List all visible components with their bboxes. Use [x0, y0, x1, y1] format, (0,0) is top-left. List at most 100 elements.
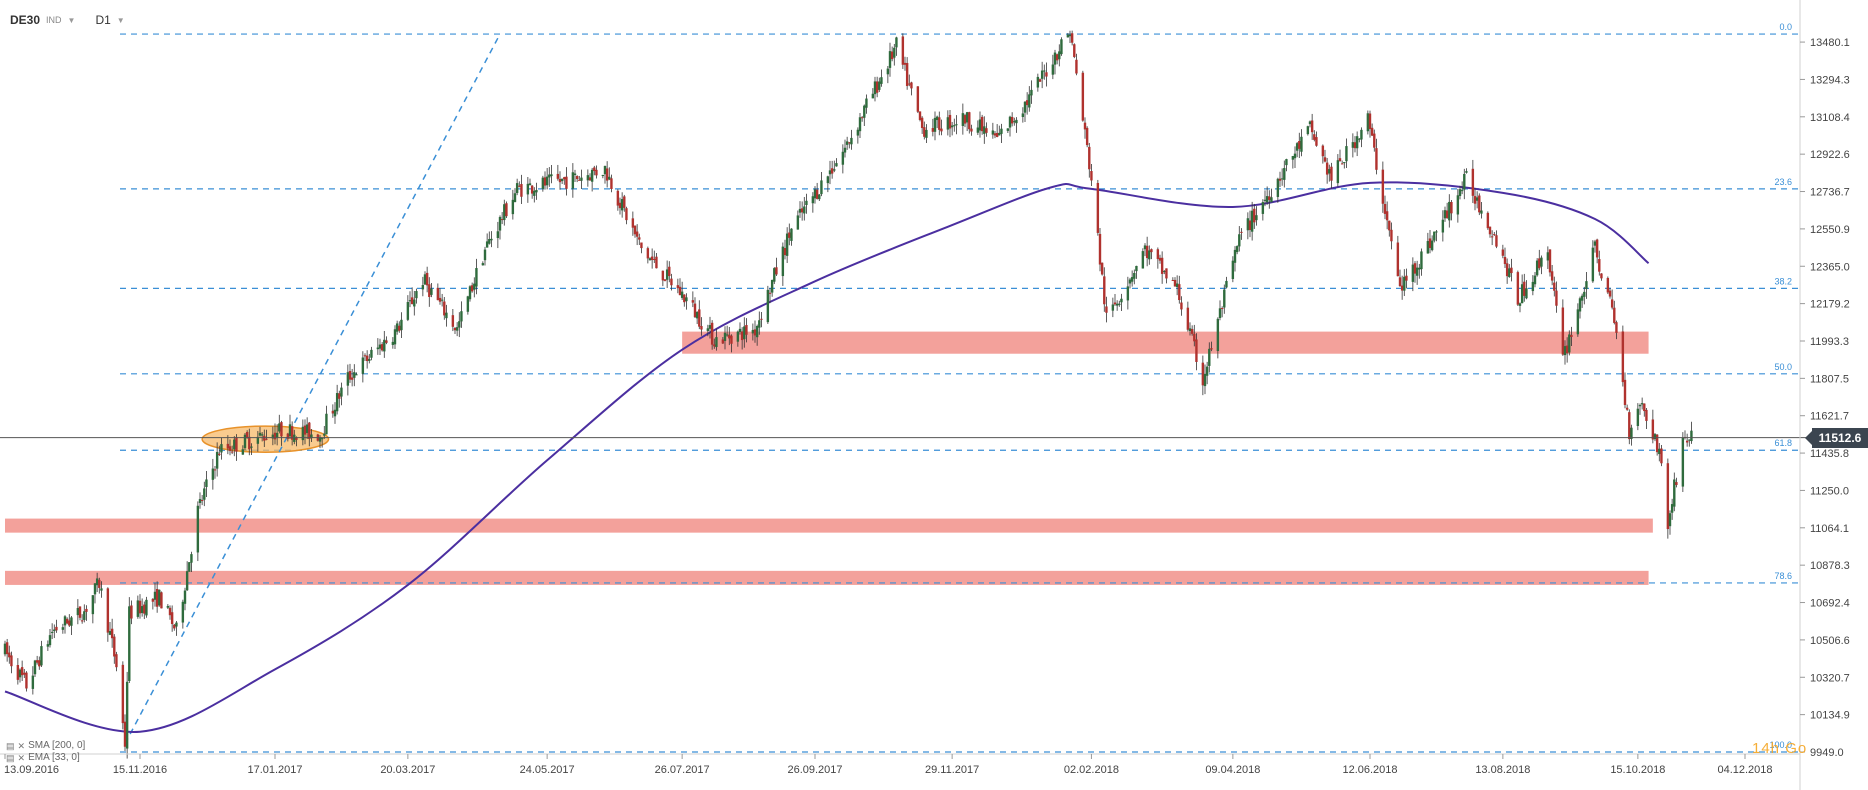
candle-524[interactable]	[1576, 303, 1580, 337]
candle-353[interactable]	[1060, 37, 1063, 56]
candle-258[interactable]	[775, 257, 778, 277]
candle-552[interactable]	[1658, 443, 1661, 462]
candle-150[interactable]	[453, 327, 457, 334]
close-icon[interactable]: ✕	[17, 753, 26, 763]
candle-224[interactable]	[676, 278, 680, 294]
candle-349[interactable]	[1051, 54, 1055, 80]
candle-323[interactable]	[970, 124, 973, 136]
indicator-ema[interactable]: ▤ ✕ EMA [33, 0]	[6, 752, 85, 764]
candle-178[interactable]	[535, 182, 538, 200]
candle-59[interactable]	[181, 599, 185, 629]
candle-252[interactable]	[758, 311, 761, 335]
candle-43[interactable]	[130, 600, 133, 625]
candle-474[interactable]	[1426, 232, 1430, 254]
candle-78[interactable]	[235, 434, 238, 461]
candle-56[interactable]	[170, 605, 174, 632]
candle-199[interactable]	[601, 174, 605, 179]
candle-77[interactable]	[233, 436, 236, 457]
candle-344[interactable]	[1036, 73, 1040, 92]
candle-54[interactable]	[166, 604, 170, 610]
candle-92[interactable]	[278, 414, 281, 434]
candle-482[interactable]	[1448, 194, 1451, 228]
candle-309[interactable]	[931, 118, 935, 137]
candle-329[interactable]	[991, 122, 995, 139]
candle-151[interactable]	[455, 322, 459, 337]
candle-488[interactable]	[1465, 168, 1468, 174]
candle-424[interactable]	[1276, 177, 1280, 203]
candle-192[interactable]	[578, 175, 581, 181]
candle-73[interactable]	[220, 437, 223, 460]
candle-287[interactable]	[863, 104, 866, 127]
candle-408[interactable]	[1225, 276, 1228, 289]
candle-244[interactable]	[736, 330, 740, 347]
candle-271[interactable]	[815, 182, 819, 200]
candle-300[interactable]	[903, 56, 907, 71]
candle-99[interactable]	[301, 419, 305, 446]
candle-487[interactable]	[1463, 168, 1466, 200]
candle-240[interactable]	[723, 326, 727, 350]
candle-148[interactable]	[445, 304, 448, 327]
candle-74[interactable]	[226, 435, 230, 455]
candle-32[interactable]	[98, 577, 101, 594]
candle-509[interactable]	[1531, 275, 1535, 296]
candle-539[interactable]	[1621, 325, 1625, 387]
candle-516[interactable]	[1550, 265, 1554, 286]
candle-60[interactable]	[183, 587, 187, 611]
candle-310[interactable]	[933, 111, 937, 141]
candle-459[interactable]	[1381, 161, 1385, 213]
candle-171[interactable]	[515, 178, 519, 196]
candle-365[interactable]	[1098, 228, 1102, 272]
candle-67[interactable]	[203, 481, 206, 507]
candle-341[interactable]	[1025, 92, 1029, 115]
candle-268[interactable]	[805, 193, 808, 214]
candle-86[interactable]	[260, 432, 264, 442]
candle-2[interactable]	[8, 645, 11, 664]
candle-14[interactable]	[46, 640, 50, 651]
candle-355[interactable]	[1068, 30, 1072, 44]
candle-537[interactable]	[1613, 300, 1616, 325]
candle-152[interactable]	[458, 312, 461, 338]
candle-493[interactable]	[1480, 201, 1483, 219]
candle-176[interactable]	[530, 185, 534, 199]
candle-451[interactable]	[1355, 131, 1359, 157]
candle-270[interactable]	[813, 186, 817, 204]
candle-242[interactable]	[728, 326, 731, 346]
candle-286[interactable]	[860, 115, 864, 122]
candle-134[interactable]	[406, 295, 410, 322]
candle-400[interactable]	[1203, 364, 1207, 395]
candle-179[interactable]	[541, 175, 545, 192]
candle-414[interactable]	[1246, 212, 1250, 240]
candle-364[interactable]	[1096, 179, 1100, 236]
candle-514[interactable]	[1546, 246, 1550, 269]
candle-534[interactable]	[1606, 276, 1610, 295]
candle-140[interactable]	[423, 271, 427, 285]
candle-386[interactable]	[1160, 251, 1164, 284]
candle-546[interactable]	[1640, 397, 1644, 410]
candle-154[interactable]	[466, 295, 470, 315]
candle-142[interactable]	[428, 277, 431, 307]
candle-147[interactable]	[443, 297, 446, 320]
candle-167[interactable]	[503, 199, 506, 226]
candle-113[interactable]	[340, 382, 343, 406]
candle-480[interactable]	[1443, 206, 1447, 222]
candle-216[interactable]	[650, 248, 654, 269]
candle-486[interactable]	[1460, 181, 1464, 195]
candle-162[interactable]	[488, 231, 491, 245]
candle-434[interactable]	[1306, 125, 1310, 136]
candle-149[interactable]	[451, 308, 455, 332]
candle-489[interactable]	[1471, 159, 1475, 204]
candle-357[interactable]	[1073, 43, 1076, 59]
candle-501[interactable]	[1505, 258, 1509, 284]
candle-439[interactable]	[1321, 144, 1325, 164]
candle-437[interactable]	[1313, 130, 1316, 142]
candle-221[interactable]	[665, 260, 669, 288]
candle-135[interactable]	[408, 291, 412, 308]
candle-8[interactable]	[25, 671, 28, 692]
candle-390[interactable]	[1173, 277, 1177, 287]
candle-40[interactable]	[123, 714, 127, 751]
candle-69[interactable]	[211, 458, 215, 490]
candle-208[interactable]	[625, 206, 628, 225]
candle-209[interactable]	[631, 211, 635, 236]
candle-346[interactable]	[1040, 61, 1044, 89]
candle-328[interactable]	[985, 122, 988, 137]
